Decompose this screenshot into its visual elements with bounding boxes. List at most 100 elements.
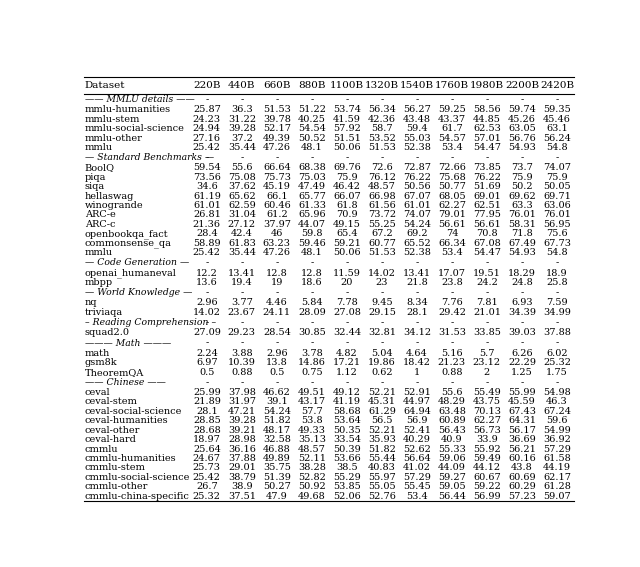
- Text: 63.1: 63.1: [546, 124, 568, 133]
- Text: 53.4: 53.4: [406, 492, 428, 501]
- Text: 47.9: 47.9: [266, 492, 288, 501]
- Text: -: -: [380, 95, 383, 104]
- Text: 38.28: 38.28: [298, 463, 326, 472]
- Text: 59.06: 59.06: [438, 454, 466, 463]
- Text: 61.2: 61.2: [266, 210, 288, 219]
- Text: -: -: [310, 259, 314, 268]
- Text: 62.27: 62.27: [438, 201, 466, 210]
- Text: 54.54: 54.54: [298, 124, 326, 133]
- Text: -: -: [275, 95, 278, 104]
- Text: 73.72: 73.72: [368, 210, 396, 219]
- Text: -: -: [345, 153, 349, 162]
- Text: 75.73: 75.73: [263, 173, 291, 182]
- Text: 36.92: 36.92: [543, 435, 571, 444]
- Text: 53.66: 53.66: [333, 454, 361, 463]
- Text: 1760B: 1760B: [435, 81, 469, 90]
- Text: -: -: [520, 378, 524, 387]
- Text: -: -: [415, 338, 419, 348]
- Text: 5.84: 5.84: [301, 298, 323, 307]
- Text: cmmlu-social-science: cmmlu-social-science: [84, 473, 190, 482]
- Text: 7.76: 7.76: [441, 298, 463, 307]
- Text: 76.12: 76.12: [368, 173, 396, 182]
- Text: -: -: [240, 259, 243, 268]
- Text: 54.99: 54.99: [543, 426, 571, 435]
- Text: 50.52: 50.52: [298, 134, 326, 142]
- Text: 37.62: 37.62: [228, 182, 256, 191]
- Text: -: -: [310, 95, 314, 104]
- Text: ARC-e: ARC-e: [84, 210, 115, 219]
- Text: 46.3: 46.3: [546, 397, 568, 407]
- Text: 54.93: 54.93: [508, 143, 536, 152]
- Text: 660B: 660B: [263, 81, 291, 90]
- Text: 11.59: 11.59: [333, 269, 361, 278]
- Text: -: -: [240, 318, 243, 327]
- Text: 51.22: 51.22: [298, 105, 326, 115]
- Text: 70.9: 70.9: [336, 210, 358, 219]
- Text: openai_humaneval: openai_humaneval: [84, 268, 177, 278]
- Text: 54.8: 54.8: [546, 143, 568, 152]
- Text: 53.8: 53.8: [301, 416, 323, 425]
- Text: -: -: [240, 288, 243, 297]
- Text: 52.41: 52.41: [403, 426, 431, 435]
- Text: 56.27: 56.27: [403, 105, 431, 115]
- Text: 59.05: 59.05: [438, 482, 466, 491]
- Text: 63.23: 63.23: [263, 239, 291, 248]
- Text: 76.22: 76.22: [403, 173, 431, 182]
- Text: 24.67: 24.67: [193, 454, 221, 463]
- Text: cmmlu-humanities: cmmlu-humanities: [84, 454, 176, 463]
- Text: 67.08: 67.08: [473, 239, 501, 248]
- Text: BoolQ: BoolQ: [84, 163, 115, 172]
- Text: 73.85: 73.85: [473, 163, 501, 172]
- Text: -: -: [205, 338, 209, 348]
- Text: 35.13: 35.13: [298, 435, 326, 444]
- Text: 49.39: 49.39: [263, 134, 291, 142]
- Text: 36.69: 36.69: [508, 435, 536, 444]
- Text: 50.27: 50.27: [263, 482, 291, 491]
- Text: 59.35: 59.35: [543, 105, 571, 115]
- Text: 56.17: 56.17: [508, 426, 536, 435]
- Text: 59.21: 59.21: [333, 239, 361, 248]
- Text: 58.31: 58.31: [508, 220, 536, 229]
- Text: 44.09: 44.09: [438, 463, 466, 472]
- Text: — Standard Benchmarks —: — Standard Benchmarks —: [84, 153, 214, 162]
- Text: 25.87: 25.87: [193, 105, 221, 115]
- Text: -: -: [520, 153, 524, 162]
- Text: 50.35: 50.35: [333, 426, 361, 435]
- Text: -: -: [451, 153, 454, 162]
- Text: cmmlu: cmmlu: [84, 445, 118, 454]
- Text: 25.64: 25.64: [193, 445, 221, 454]
- Text: 37.2: 37.2: [231, 134, 253, 142]
- Text: 10.39: 10.39: [228, 358, 256, 367]
- Text: -: -: [380, 338, 383, 348]
- Text: 36.16: 36.16: [228, 445, 256, 454]
- Text: 51.53: 51.53: [263, 105, 291, 115]
- Text: -: -: [556, 288, 559, 297]
- Text: 69.01: 69.01: [473, 192, 501, 201]
- Text: 75.68: 75.68: [438, 173, 466, 182]
- Text: 54.8: 54.8: [546, 248, 568, 257]
- Text: 56.95: 56.95: [543, 220, 571, 229]
- Text: 75.9: 75.9: [546, 173, 568, 182]
- Text: 47.26: 47.26: [263, 143, 291, 152]
- Text: 66.1: 66.1: [266, 192, 288, 201]
- Text: 38.9: 38.9: [231, 482, 253, 491]
- Text: mmlu: mmlu: [84, 143, 113, 152]
- Text: cmmlu-stem: cmmlu-stem: [84, 463, 145, 472]
- Text: 40.25: 40.25: [298, 115, 326, 124]
- Text: math: math: [84, 349, 110, 358]
- Text: 44.97: 44.97: [403, 397, 431, 407]
- Text: 45.26: 45.26: [508, 115, 536, 124]
- Text: -: -: [380, 153, 383, 162]
- Text: 18.29: 18.29: [508, 269, 536, 278]
- Text: 26.81: 26.81: [193, 210, 221, 219]
- Text: mmlu-other: mmlu-other: [84, 134, 143, 142]
- Text: 67.49: 67.49: [508, 239, 536, 248]
- Text: 6.02: 6.02: [546, 349, 568, 358]
- Text: 66.64: 66.64: [263, 163, 291, 172]
- Text: 57.29: 57.29: [543, 445, 571, 454]
- Text: 42.36: 42.36: [368, 115, 396, 124]
- Text: 54.98: 54.98: [543, 388, 571, 397]
- Text: 58.7: 58.7: [371, 124, 393, 133]
- Text: siqa: siqa: [84, 182, 105, 191]
- Text: -: -: [485, 338, 488, 348]
